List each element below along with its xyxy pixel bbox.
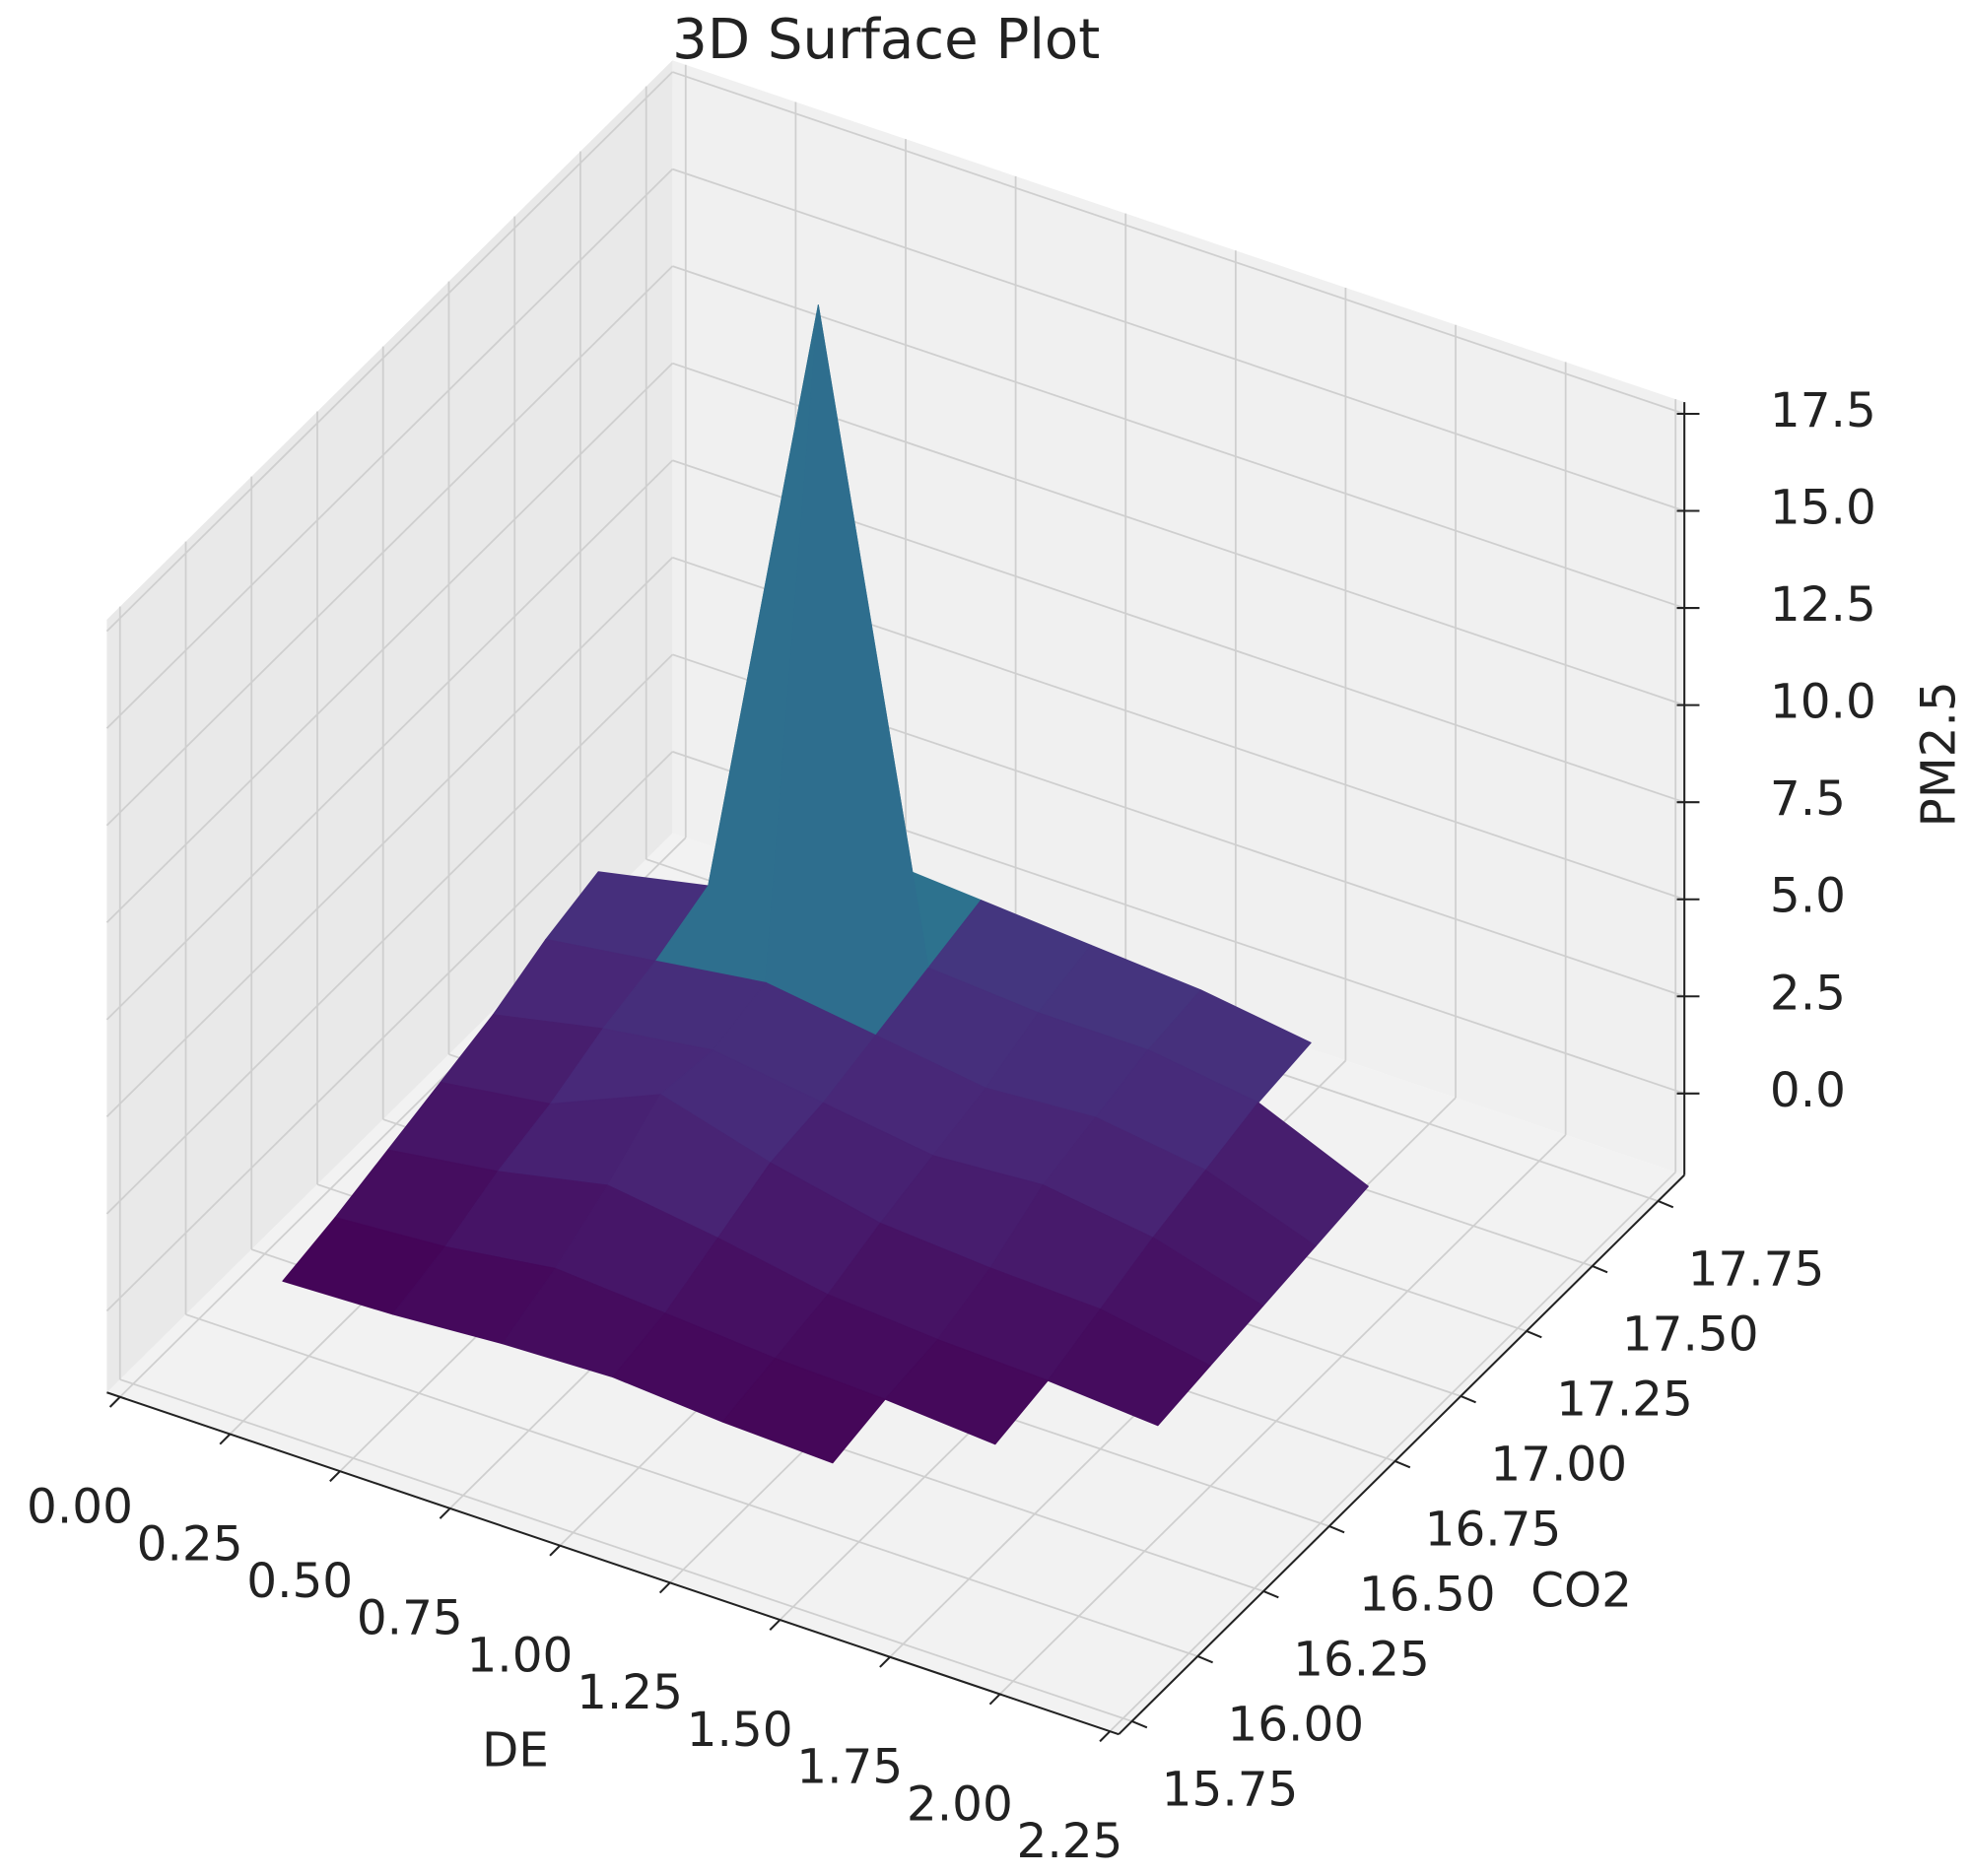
x-tick bbox=[439, 1508, 451, 1519]
grid-line bbox=[105, 265, 674, 827]
z-tick-label: 17.5 bbox=[1770, 383, 1876, 438]
grid-line bbox=[105, 751, 674, 1312]
surface bbox=[282, 304, 1369, 1464]
z-tick-label: 12.5 bbox=[1770, 577, 1876, 633]
y-tick-label: 17.25 bbox=[1556, 1373, 1693, 1428]
grid-line bbox=[672, 168, 1685, 512]
grid-line bbox=[119, 1378, 1132, 1722]
x-tick bbox=[658, 1581, 671, 1594]
y-tick bbox=[1328, 1525, 1345, 1534]
grid-line bbox=[185, 1313, 1198, 1657]
y-axis-label: CO2 bbox=[1530, 1563, 1632, 1618]
z-tick-label: 2.5 bbox=[1770, 966, 1846, 1021]
grid-line bbox=[1109, 1171, 1676, 1732]
left-pane bbox=[106, 60, 673, 1393]
surface-patch bbox=[1047, 1308, 1211, 1427]
z-tick-label: 15.0 bbox=[1770, 481, 1876, 536]
y-tick-label: 16.00 bbox=[1227, 1698, 1364, 1753]
y-tick-label: 15.75 bbox=[1162, 1763, 1299, 1818]
surface-patch bbox=[721, 1358, 886, 1464]
x-axis-label: DE bbox=[482, 1722, 549, 1777]
x-tick-label: 1.00 bbox=[466, 1628, 573, 1683]
grid-line bbox=[105, 168, 674, 729]
x-tick-label: 0.25 bbox=[137, 1516, 243, 1572]
z-tick-label: 0.0 bbox=[1770, 1063, 1846, 1118]
axis-line bbox=[1118, 1173, 1685, 1735]
z-axis-label: PM2.5 bbox=[1912, 681, 1967, 827]
x-tick bbox=[549, 1544, 561, 1557]
z-tick-label: 5.0 bbox=[1770, 869, 1846, 924]
x-tick-label: 1.50 bbox=[687, 1703, 793, 1758]
x-tick-label: 2.25 bbox=[1017, 1814, 1123, 1869]
z-tick-label: 10.0 bbox=[1770, 675, 1876, 730]
x-tick bbox=[1099, 1730, 1111, 1743]
x-tick-label: 1.75 bbox=[796, 1740, 903, 1795]
grid-line bbox=[105, 459, 674, 1021]
x-tick bbox=[108, 1396, 121, 1408]
grid-line bbox=[672, 265, 1685, 609]
plot-area: 3D Surface Plot DE CO2 PM2.5 0.000.250.5… bbox=[27, 8, 1967, 1869]
surface-patch bbox=[884, 1339, 1049, 1445]
x-tick-label: 2.00 bbox=[907, 1776, 1013, 1832]
x-tick bbox=[769, 1619, 782, 1631]
grid-line bbox=[105, 557, 674, 1118]
x-tick bbox=[988, 1693, 1001, 1706]
y-tick bbox=[1526, 1330, 1542, 1339]
z-tick-label: 7.5 bbox=[1770, 771, 1846, 827]
y-tick bbox=[1394, 1460, 1411, 1469]
y-tick bbox=[1131, 1720, 1148, 1729]
chart-title: 3D Surface Plot bbox=[672, 8, 1100, 72]
y-tick-label: 16.75 bbox=[1425, 1503, 1562, 1558]
grid-line bbox=[105, 653, 674, 1215]
y-tick bbox=[1658, 1200, 1674, 1209]
x-tick-label: 1.25 bbox=[577, 1665, 683, 1720]
x-tick-label: 0.75 bbox=[357, 1591, 463, 1646]
y-tick bbox=[1262, 1590, 1279, 1599]
axis-line bbox=[106, 1391, 1120, 1736]
y-tick bbox=[1196, 1655, 1213, 1664]
y-tick-label: 17.75 bbox=[1688, 1242, 1825, 1298]
x-tick bbox=[879, 1656, 891, 1668]
y-tick-label: 17.50 bbox=[1622, 1307, 1759, 1363]
grid-line bbox=[672, 362, 1685, 706]
x-tick-label: 0.50 bbox=[246, 1554, 353, 1609]
y-tick-label: 17.00 bbox=[1490, 1438, 1627, 1493]
y-tick bbox=[1592, 1265, 1608, 1274]
grid-line bbox=[672, 71, 1685, 415]
x-tick bbox=[219, 1433, 232, 1445]
y-tick-label: 16.25 bbox=[1293, 1633, 1430, 1688]
x-tick bbox=[329, 1470, 341, 1483]
grid-line bbox=[105, 363, 674, 923]
y-tick bbox=[1460, 1395, 1476, 1404]
grid-line bbox=[999, 1134, 1567, 1696]
x-tick-label: 0.00 bbox=[27, 1480, 133, 1535]
grid-line bbox=[105, 71, 674, 633]
y-tick-label: 16.50 bbox=[1359, 1568, 1496, 1623]
